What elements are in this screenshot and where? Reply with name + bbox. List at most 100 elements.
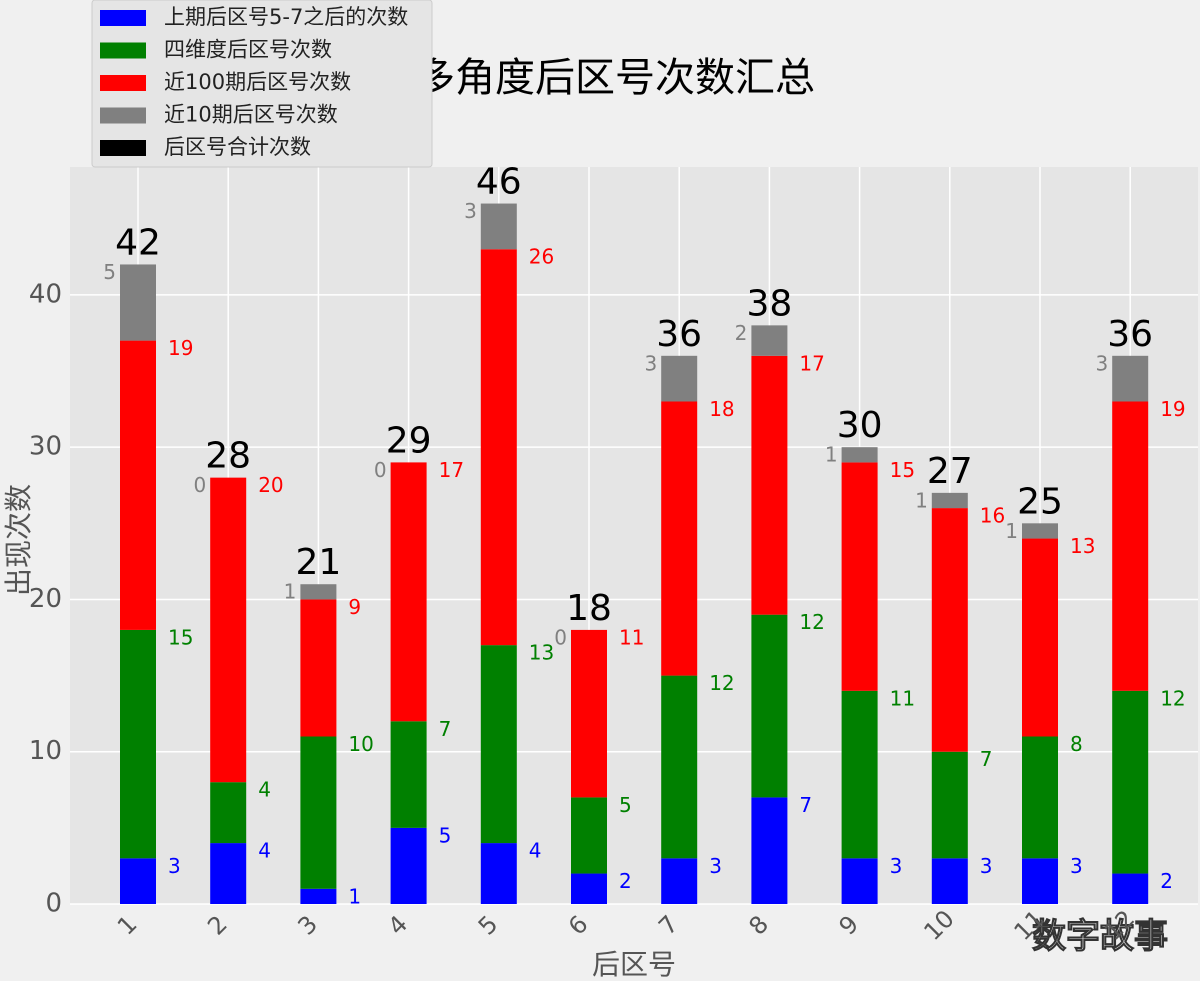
bar-segment (1022, 736, 1058, 859)
bar-segment (120, 858, 156, 904)
x-tick-label: 5 (473, 910, 504, 941)
value-label: 3 (890, 854, 903, 878)
bar-segment (661, 858, 698, 904)
value-label: 1 (825, 443, 838, 467)
value-label: 5 (103, 260, 116, 284)
legend-label: 近100期后区号次数 (164, 70, 351, 94)
total-label: 27 (927, 451, 973, 492)
legend-label: 上期后区号5-7之后的次数 (164, 5, 408, 29)
value-label: 17 (799, 351, 824, 375)
y-axis-label: 出现次数 (2, 484, 35, 596)
x-tick-label: 7 (653, 910, 684, 941)
bar-segment (120, 629, 156, 859)
value-label: 1 (284, 580, 297, 604)
watermark: 数字故事 (1032, 917, 1168, 957)
x-tick-label: 8 (743, 910, 774, 941)
bar-segment (661, 355, 698, 402)
value-label: 18 (709, 397, 734, 421)
value-label: 12 (1160, 686, 1185, 710)
value-label: 7 (799, 793, 812, 817)
legend-label: 后区号合计次数 (164, 135, 311, 159)
legend-box (91, 0, 433, 168)
value-label: 1 (915, 488, 928, 512)
bar-segment (931, 751, 968, 859)
value-label: 3 (709, 854, 722, 878)
bar-segment (300, 599, 337, 737)
bar-segment (1112, 355, 1149, 402)
bar-segment (300, 888, 337, 904)
value-label: 4 (258, 839, 271, 863)
bar-segment (751, 355, 788, 615)
total-label: 42 (115, 222, 161, 263)
value-label: 13 (1070, 534, 1095, 558)
value-label: 5 (439, 823, 452, 847)
total-label: 18 (566, 588, 612, 629)
value-label: 9 (348, 595, 361, 619)
y-tick-label: 40 (29, 279, 62, 309)
bar-segment (480, 843, 517, 904)
value-label: 26 (529, 245, 554, 269)
value-label: 3 (644, 351, 657, 375)
bar-segment (751, 325, 788, 356)
x-tick-label: 3 (292, 910, 323, 941)
total-label: 28 (205, 436, 251, 477)
value-label: 1 (1005, 519, 1018, 543)
plot-area (70, 167, 1198, 904)
bar-segment (480, 249, 517, 646)
bar-segment (931, 858, 968, 904)
bar-segment (571, 797, 607, 874)
bar-segment (390, 827, 427, 904)
x-tick-label: 4 (383, 910, 414, 941)
bar-segment (661, 675, 698, 859)
legend-swatch (100, 140, 146, 156)
chart-title: 多角度后区号次数汇总 (415, 55, 815, 101)
y-tick-label: 30 (29, 432, 62, 462)
x-axis-label: 后区号 (592, 948, 676, 981)
y-tick-label: 10 (29, 736, 62, 766)
bar-segment (210, 843, 247, 904)
bar-segment (120, 340, 156, 630)
value-label: 2 (1160, 869, 1173, 893)
bar-segment (751, 797, 788, 904)
bar-segment (480, 645, 517, 844)
y-tick-label: 20 (29, 584, 62, 614)
value-label: 5 (619, 793, 632, 817)
value-label: 17 (439, 458, 464, 482)
x-tick-label: 2 (202, 910, 233, 941)
bar-segment (300, 736, 337, 889)
legend-swatch (100, 75, 146, 91)
bar-segment (1112, 873, 1149, 904)
bar-segment (1022, 538, 1058, 737)
value-label: 2 (735, 321, 748, 345)
x-tick-label: 1 (112, 910, 143, 941)
bar-segment (931, 508, 968, 752)
x-tick-label: 6 (563, 910, 594, 941)
total-label: 36 (656, 314, 702, 355)
value-label: 0 (554, 625, 567, 649)
bar-segment (571, 873, 607, 904)
value-label: 4 (529, 839, 542, 863)
value-label: 0 (374, 458, 387, 482)
value-label: 4 (258, 778, 271, 802)
legend-label: 近10期后区号次数 (164, 103, 338, 127)
y-tick-label: 0 (45, 889, 62, 919)
value-label: 2 (619, 869, 632, 893)
bar-segment (841, 690, 878, 859)
value-label: 3 (980, 854, 993, 878)
value-label: 3 (464, 199, 477, 223)
bar-segment (480, 203, 517, 250)
value-label: 0 (193, 473, 206, 497)
bar-segment (841, 858, 878, 904)
value-label: 3 (168, 854, 181, 878)
bar-segment (1112, 690, 1149, 874)
bar-segment (120, 264, 156, 341)
value-label: 11 (890, 686, 915, 710)
bar-segment (300, 584, 337, 600)
value-label: 10 (348, 732, 373, 756)
total-label: 38 (746, 283, 792, 324)
bar-segment (571, 629, 607, 798)
bar-segment (841, 447, 878, 463)
bar-segment (210, 782, 247, 844)
value-label: 7 (439, 717, 452, 741)
bar-segment (1022, 523, 1058, 539)
